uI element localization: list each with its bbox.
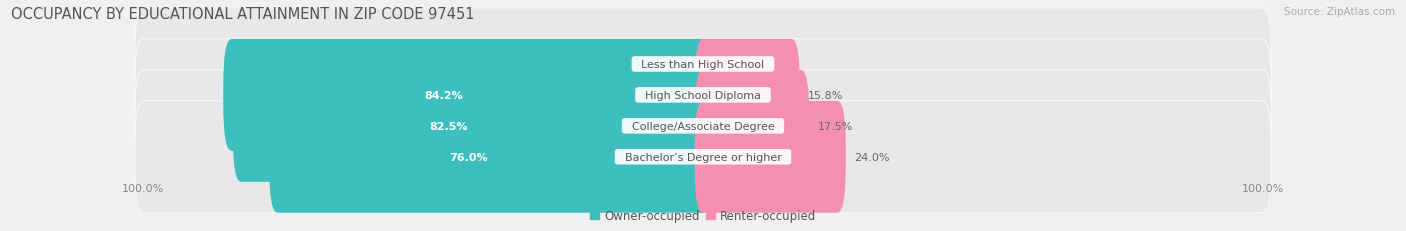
Text: 15.8%: 15.8% — [808, 91, 844, 100]
FancyBboxPatch shape — [269, 101, 711, 213]
FancyBboxPatch shape — [135, 9, 1271, 120]
Text: 24.0%: 24.0% — [855, 152, 890, 162]
Text: College/Associate Degree: College/Associate Degree — [624, 121, 782, 131]
FancyBboxPatch shape — [135, 101, 1271, 213]
Text: 17.5%: 17.5% — [818, 121, 853, 131]
Text: Bachelor’s Degree or higher: Bachelor’s Degree or higher — [617, 152, 789, 162]
Text: 76.0%: 76.0% — [450, 152, 488, 162]
Text: Less than High School: Less than High School — [634, 60, 772, 70]
FancyBboxPatch shape — [135, 70, 1271, 182]
Text: Source: ZipAtlas.com: Source: ZipAtlas.com — [1284, 7, 1395, 17]
Text: High School Diploma: High School Diploma — [638, 91, 768, 100]
Legend: Owner-occupied, Renter-occupied: Owner-occupied, Renter-occupied — [585, 205, 821, 227]
FancyBboxPatch shape — [135, 40, 1271, 151]
Text: 82.5%: 82.5% — [430, 121, 468, 131]
FancyBboxPatch shape — [695, 101, 846, 213]
Text: 0.0%: 0.0% — [658, 60, 686, 70]
FancyBboxPatch shape — [224, 40, 711, 151]
FancyBboxPatch shape — [695, 70, 810, 182]
Text: 84.2%: 84.2% — [425, 91, 463, 100]
Text: OCCUPANCY BY EDUCATIONAL ATTAINMENT IN ZIP CODE 97451: OCCUPANCY BY EDUCATIONAL ATTAINMENT IN Z… — [11, 7, 475, 22]
Text: 0.0%: 0.0% — [720, 60, 748, 70]
FancyBboxPatch shape — [233, 70, 711, 182]
FancyBboxPatch shape — [695, 40, 800, 151]
